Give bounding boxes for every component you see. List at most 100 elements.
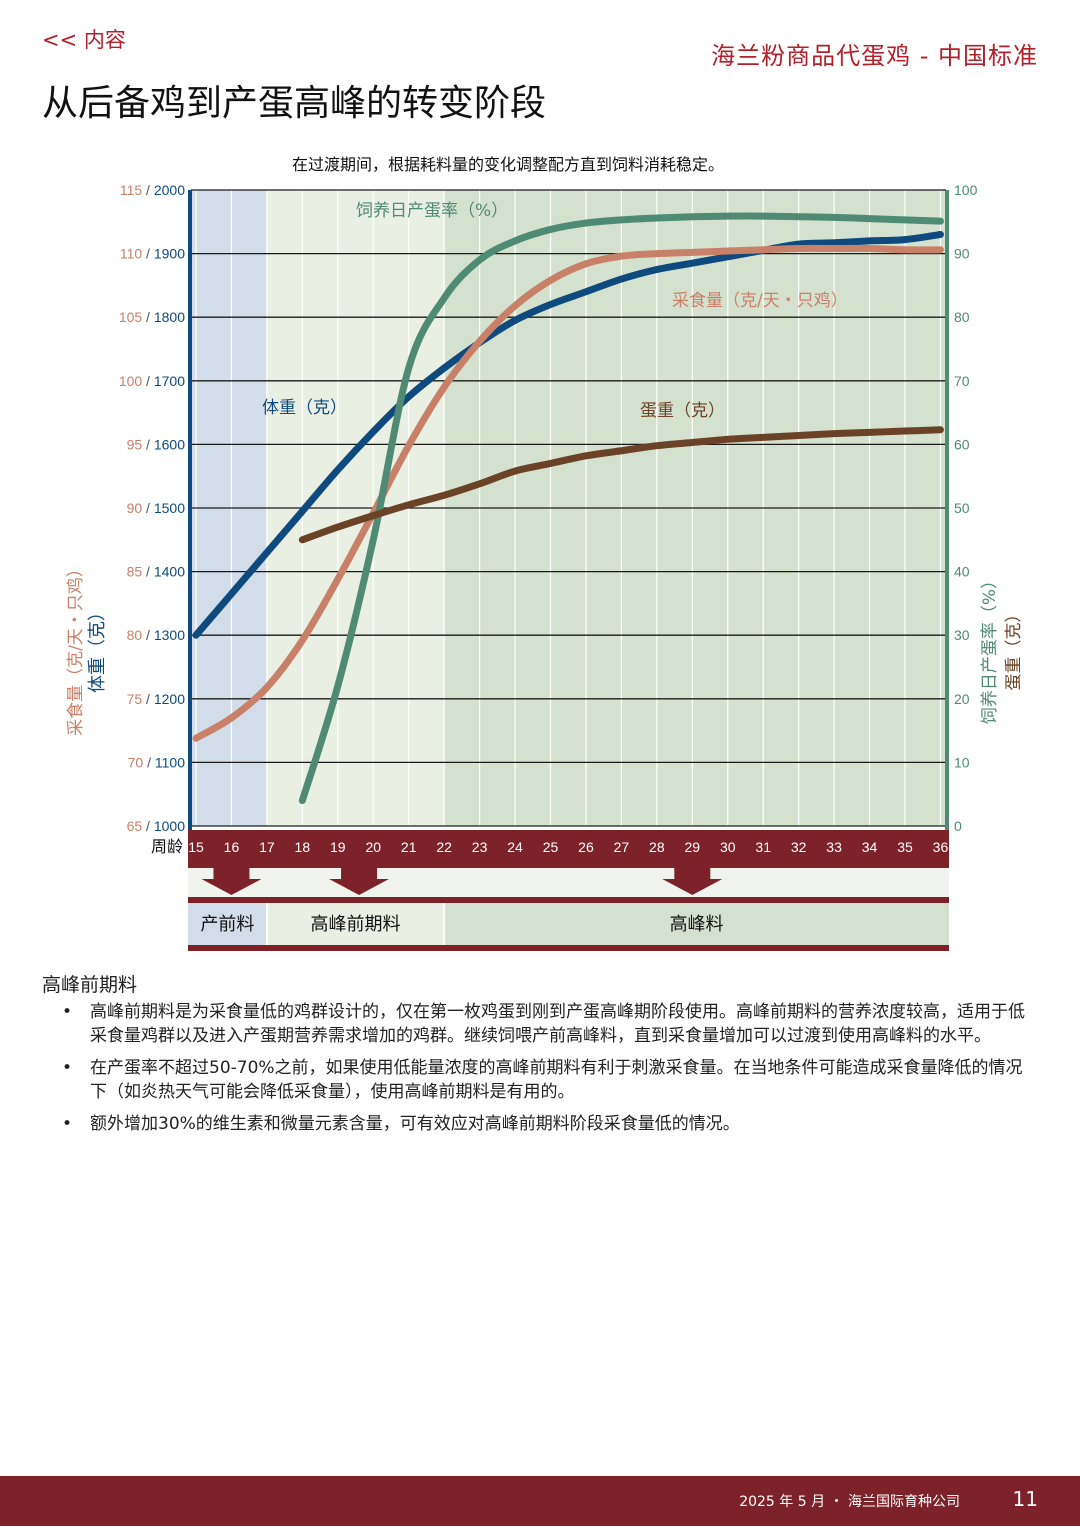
series-label-egg-production: 饲养日产蛋率（%） bbox=[356, 201, 508, 221]
footer-bar: 2025 年 5 月 ・ 海兰国际育种公司 11 bbox=[0, 1476, 1080, 1526]
x-tick-label: 18 bbox=[295, 839, 311, 855]
right-tick-label: 40 bbox=[954, 564, 970, 580]
tick-separator: / bbox=[142, 564, 154, 580]
x-tick-label: 34 bbox=[862, 839, 878, 855]
x-tick-label: 32 bbox=[791, 839, 807, 855]
x-tick-label: 20 bbox=[365, 839, 381, 855]
chart-title: 在过渡期间，根据耗料量的变化调整配方直到饲料消耗稳定。 bbox=[292, 155, 724, 174]
phase-label-2: 高峰料 bbox=[670, 914, 724, 935]
x-axis-title: 周龄 bbox=[151, 837, 183, 856]
right-tick-label: 100 bbox=[954, 182, 978, 198]
x-tick-label: 35 bbox=[897, 839, 913, 855]
weight-tick-value: 1500 bbox=[154, 500, 185, 516]
x-tick-label: 36 bbox=[933, 839, 949, 855]
series-label-feed-intake: 采食量（克/天・只鸡） bbox=[672, 291, 848, 311]
section-heading: 高峰前期料 bbox=[42, 974, 138, 996]
right-tick-label: 90 bbox=[954, 246, 970, 262]
right-tick-label: 80 bbox=[954, 309, 970, 325]
right-tick-label: 50 bbox=[954, 500, 970, 516]
series-line-egg-production bbox=[298, 212, 944, 805]
feed-tick-value: 65 bbox=[127, 818, 143, 834]
right-tick-label: 30 bbox=[954, 627, 970, 643]
left-tick-label: 95 / 1600 bbox=[127, 436, 186, 452]
x-tick-label: 33 bbox=[826, 839, 842, 855]
phase-label-1: 高峰前期料 bbox=[311, 914, 401, 935]
x-tick-label: 25 bbox=[543, 839, 559, 855]
tick-separator: / bbox=[142, 182, 154, 198]
feed-tick-value: 95 bbox=[127, 436, 143, 452]
left-tick-label: 85 / 1400 bbox=[127, 564, 186, 580]
x-tick-label: 30 bbox=[720, 839, 736, 855]
x-tick-label: 28 bbox=[649, 839, 665, 855]
tick-separator: / bbox=[142, 436, 154, 452]
feed-tick-value: 105 bbox=[119, 309, 143, 325]
tick-separator: / bbox=[143, 754, 155, 770]
weight-tick-value: 1100 bbox=[155, 754, 185, 770]
right-axis-title-production: 饲养日产蛋率（%） bbox=[980, 572, 1000, 724]
right-tick-label: 70 bbox=[954, 373, 970, 389]
x-tick-label: 19 bbox=[330, 839, 346, 855]
phase-arrow-2 bbox=[662, 867, 723, 895]
bullet-item: 额外增加30%的维生素和微量元素含量，可有效应对高峰前期料阶段采食量低的情况。 bbox=[42, 1112, 1032, 1136]
series-label-egg-weight: 蛋重（克） bbox=[640, 401, 725, 421]
right-axis-title-eggweight: 蛋重（克） bbox=[1004, 606, 1024, 691]
phase-label-0: 产前料 bbox=[200, 914, 254, 935]
x-tick-label: 24 bbox=[507, 839, 523, 855]
series-line-body-weight bbox=[192, 231, 944, 639]
weight-tick-value: 1200 bbox=[154, 691, 185, 707]
phase-label-cell-1 bbox=[266, 903, 445, 945]
bullet-list: 高峰前期料是为采食量低的鸡群设计的，仅在第一枚鸡蛋到刚到产蛋高峰期阶段使用。高峰… bbox=[42, 1000, 1032, 1144]
phase-label-cell-2 bbox=[444, 903, 949, 945]
series-label-body-weight: 体重（克） bbox=[262, 398, 347, 418]
weight-tick-value: 1400 bbox=[154, 564, 185, 580]
x-tick-label: 23 bbox=[472, 839, 488, 855]
weight-tick-value: 1000 bbox=[154, 818, 185, 834]
feed-tick-value: 100 bbox=[119, 373, 143, 389]
left-axis-title-weight: 体重（克） bbox=[87, 603, 108, 693]
x-tick-label: 29 bbox=[685, 839, 701, 855]
left-tick-label: 110 / 1900 bbox=[120, 246, 185, 262]
series-line-feed-intake bbox=[192, 244, 944, 742]
x-tick-label: 31 bbox=[755, 839, 771, 855]
phase-label-cell-0 bbox=[188, 903, 267, 945]
document-title: 海兰粉商品代蛋鸡 - 中国标准 bbox=[711, 42, 1038, 70]
tick-separator: / bbox=[142, 246, 154, 262]
left-tick-label: 65 / 1000 bbox=[127, 818, 186, 834]
tick-separator: / bbox=[142, 500, 154, 516]
right-axis-line bbox=[945, 190, 949, 830]
x-tick-label: 21 bbox=[401, 839, 417, 855]
weight-tick-value: 1900 bbox=[154, 246, 185, 262]
back-to-contents-link[interactable]: << 内容 bbox=[42, 28, 126, 52]
left-tick-label: 105 / 1800 bbox=[119, 309, 185, 325]
x-tick-label: 27 bbox=[614, 839, 630, 855]
left-tick-label: 115 / 2000 bbox=[120, 182, 185, 198]
page-title: 从后备鸡到产蛋高峰的转变阶段 bbox=[42, 83, 547, 124]
phase-band-bottom-rule bbox=[188, 945, 949, 951]
x-tick-label: 16 bbox=[224, 839, 240, 855]
x-tick-label: 17 bbox=[259, 839, 275, 855]
feed-tick-value: 70 bbox=[128, 754, 144, 770]
bullet-item: 高峰前期料是为采食量低的鸡群设计的，仅在第一枚鸡蛋到刚到产蛋高峰期阶段使用。高峰… bbox=[42, 1000, 1032, 1048]
tick-separator: / bbox=[142, 818, 154, 834]
tick-separator: / bbox=[142, 627, 154, 643]
footer-info: 2025 年 5 月 ・ 海兰国际育种公司 bbox=[739, 1494, 960, 1510]
left-tick-label: 100 / 1700 bbox=[119, 373, 185, 389]
series-line-egg-weight bbox=[298, 426, 944, 544]
tick-separator: / bbox=[142, 309, 154, 325]
weight-tick-value: 1800 bbox=[154, 309, 185, 325]
left-axis-title-feed: 采食量（克/天・只鸡） bbox=[66, 560, 86, 736]
feed-tick-value: 80 bbox=[127, 627, 143, 643]
weight-tick-value: 1700 bbox=[154, 373, 185, 389]
feed-tick-value: 85 bbox=[127, 564, 143, 580]
bullet-item: 在产蛋率不超过50-70%之前，如果使用低能量浓度的高峰前期料有利于刺激采食量。… bbox=[42, 1056, 1032, 1104]
weight-tick-value: 1300 bbox=[154, 627, 185, 643]
feed-tick-value: 90 bbox=[127, 500, 143, 516]
left-axis-line bbox=[188, 190, 192, 830]
arrow-band bbox=[188, 868, 949, 898]
right-tick-label: 20 bbox=[954, 691, 970, 707]
phase-band-top-rule bbox=[188, 897, 949, 903]
right-tick-label: 0 bbox=[954, 818, 962, 834]
feed-tick-value: 115 bbox=[120, 182, 143, 198]
phase-arrow-1 bbox=[329, 867, 390, 895]
